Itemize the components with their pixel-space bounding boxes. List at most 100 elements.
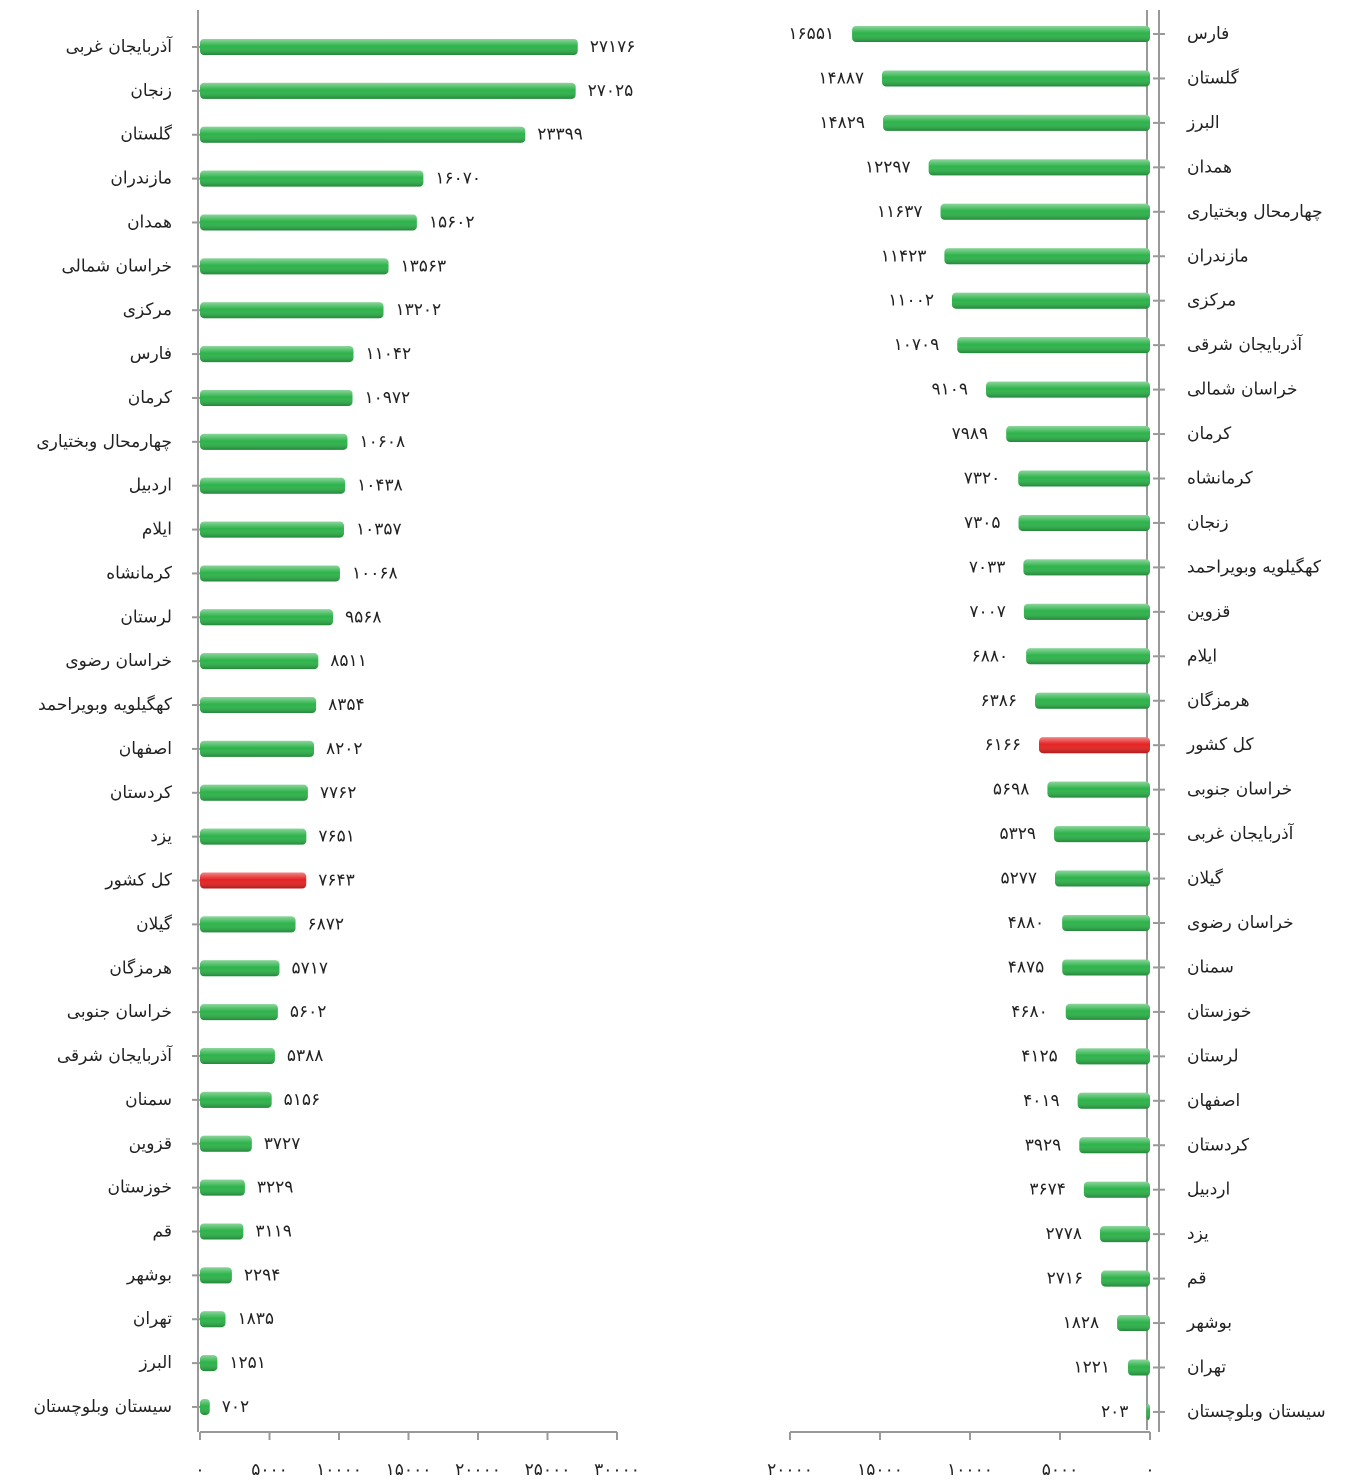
value-label: ۵۱۵۶ — [284, 1090, 321, 1110]
x-tick-label: ۱۰۰۰۰ — [316, 1460, 362, 1480]
value-label: ۲۷۱۶ — [1047, 1269, 1084, 1289]
value-label: ۱۳۲۰۲ — [396, 300, 442, 320]
value-label: ۱۰۴۳۸ — [357, 476, 403, 496]
bar-shine — [200, 346, 354, 363]
category-label: کهگیلویه وبویراحمد — [38, 694, 173, 715]
bar-shine — [200, 1135, 252, 1152]
category-label: سیستان وبلوچستان — [1187, 1402, 1326, 1422]
value-label: ۲۲۹۴ — [244, 1265, 281, 1285]
category-label: خوزستان — [1187, 1002, 1252, 1022]
value-label: ۲۳۳۹۹ — [537, 125, 583, 145]
bar-shine — [200, 960, 280, 977]
category-label: آذربایجان غربی — [1187, 822, 1295, 844]
category-label: یزد — [150, 827, 172, 847]
category-label: کرمانشاه — [1187, 469, 1254, 489]
category-label: بوشهر — [1186, 1313, 1232, 1333]
category-label: کل کشور — [104, 871, 173, 891]
value-label: ۷۶۵۱ — [318, 827, 355, 847]
bar-shine — [1023, 559, 1150, 576]
bar-shine — [200, 302, 384, 319]
category-label: همدان — [1187, 157, 1232, 177]
value-label: ۱۰۳۵۷ — [356, 520, 402, 540]
category-label: زنجان — [130, 81, 172, 101]
category-label: خراسان شمالی — [61, 256, 172, 276]
category-label: چهارمحال وبختیاری — [36, 432, 172, 452]
category-label: تهران — [1187, 1358, 1226, 1378]
category-label: زنجان — [1187, 513, 1229, 533]
value-label: ۷۰۳۳ — [969, 557, 1006, 577]
category-label: خراسان شمالی — [1187, 380, 1298, 400]
value-label: ۱۵۶۰۲ — [429, 212, 475, 232]
value-label: ۵۶۹۸ — [993, 780, 1030, 800]
value-label: ۱۱۰۰۲ — [888, 291, 934, 311]
category-label: لرستان — [120, 607, 172, 627]
bar-shine — [200, 1091, 272, 1108]
category-label: سیستان وبلوچستان — [33, 1397, 172, 1417]
value-label: ۱۱۴۲۳ — [881, 246, 927, 266]
category-label: اردبیل — [1187, 1180, 1230, 1200]
category-label: چهارمحال وبختیاری — [1187, 202, 1323, 222]
bar-shine — [1117, 1315, 1150, 1332]
bar-shine — [200, 1267, 232, 1284]
bar-shine — [200, 170, 424, 187]
value-label: ۸۵۱۱ — [330, 651, 367, 671]
value-label: ۸۲۰۲ — [326, 739, 363, 759]
value-label: ۱۰۹۷۲ — [365, 388, 411, 408]
category-label: هرمزگان — [109, 957, 172, 978]
value-label: ۶۳۸۶ — [981, 691, 1018, 711]
bar-shine — [200, 126, 526, 143]
category-label: هرمزگان — [1187, 690, 1250, 711]
x-tick-label: ۱۵۰۰۰ — [857, 1460, 903, 1480]
category-label: قزوین — [1187, 602, 1230, 622]
bar-shine — [928, 159, 1150, 176]
bar-shine — [200, 916, 296, 933]
bar-shine — [200, 697, 317, 714]
bar-shine — [1083, 1181, 1150, 1198]
category-label: ایلام — [142, 520, 172, 540]
bar-shine — [200, 653, 319, 670]
value-label: ۶۸۸۰ — [972, 646, 1009, 666]
value-label: ۲۷۰۲۵ — [588, 81, 634, 101]
category-label: گلستان — [1187, 67, 1240, 88]
bar-shine — [1062, 915, 1150, 931]
value-label: ۶۸۷۲ — [308, 914, 345, 934]
category-label: آذربایجان شرقی — [1187, 333, 1303, 355]
value-label: ۱۰۰۶۸ — [352, 563, 398, 583]
category-label: اصفهان — [1187, 1091, 1240, 1111]
bar-shine — [1054, 826, 1150, 843]
category-label: قم — [1187, 1269, 1206, 1289]
bar-shine — [1018, 470, 1150, 487]
bar-shine — [200, 82, 576, 99]
value-label: ۱۱۰۴۲ — [365, 344, 411, 364]
value-label: ۵۳۲۹ — [1000, 824, 1037, 844]
x-tick-label: ۰ — [1145, 1460, 1154, 1480]
category-label: آذربایجان غربی — [66, 35, 174, 57]
value-label: ۱۲۲۹۷ — [865, 157, 911, 177]
value-label: ۱۴۸۸۷ — [818, 68, 864, 88]
bar-shine — [944, 248, 1150, 265]
bar-shine — [1065, 1003, 1150, 1020]
bar-shine — [200, 1355, 218, 1372]
bar-shine — [1077, 1092, 1150, 1109]
bar-shine — [882, 70, 1150, 87]
bar-shine — [1099, 1226, 1150, 1243]
x-tick-label: ۱۵۰۰۰ — [386, 1460, 432, 1480]
category-label: مازندران — [1187, 246, 1249, 266]
bar-shine — [951, 292, 1150, 309]
value-label: ۱۸۳۵ — [238, 1309, 275, 1329]
bar-shine — [1062, 959, 1150, 976]
category-label: سمنان — [1187, 957, 1234, 977]
bar-shine — [1023, 603, 1150, 620]
bar-shine — [986, 381, 1150, 398]
category-label: بوشهر — [126, 1265, 172, 1285]
category-label: قم — [153, 1221, 172, 1241]
bar-shine — [200, 258, 389, 275]
value-label: ۸۳۵۴ — [328, 695, 365, 715]
value-label: ۱۸۲۸ — [1063, 1313, 1100, 1333]
bar-shine — [1039, 737, 1150, 754]
value-label: ۴۱۲۵ — [1021, 1046, 1058, 1066]
value-label: ۱۰۶۰۸ — [359, 432, 405, 452]
bar-shine — [200, 521, 344, 538]
value-label: ۱۶۵۵۱ — [788, 24, 834, 44]
bar-shine — [1128, 1359, 1150, 1376]
